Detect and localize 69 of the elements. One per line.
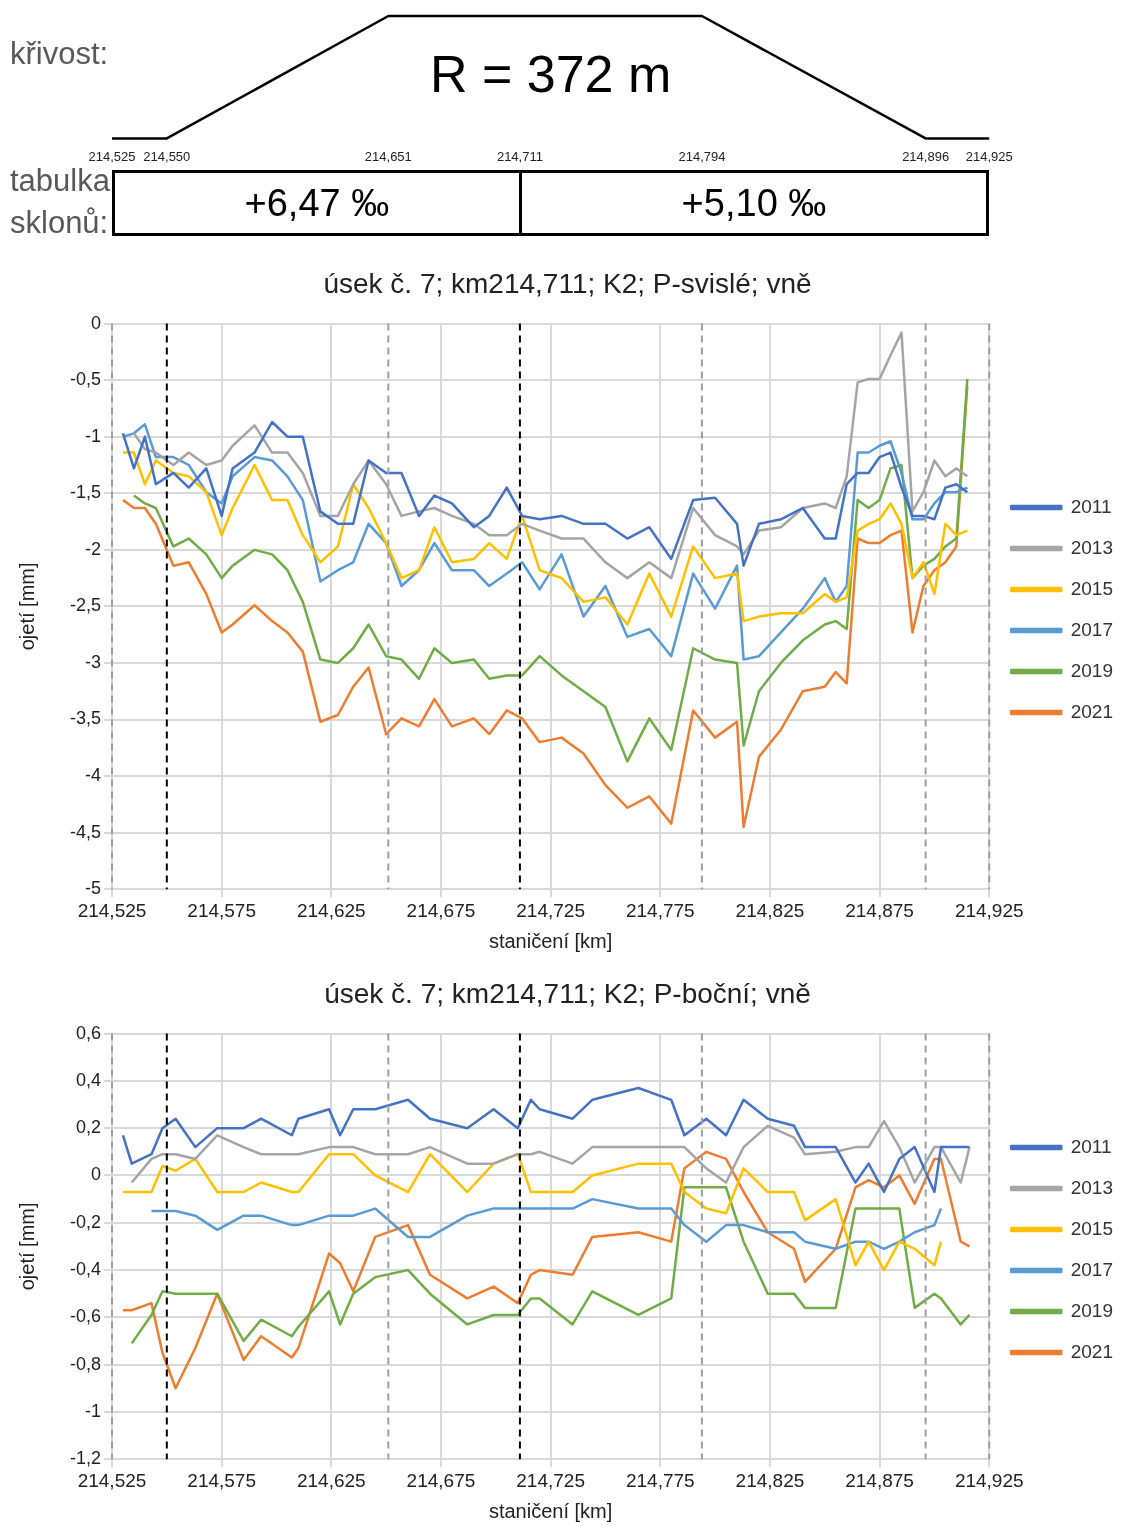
y-tick-label: -0,5 <box>69 369 101 390</box>
text: +6,47 ‰ <box>243 180 391 226</box>
x-tick-label: 214,896 <box>902 148 950 164</box>
y-tick-label: -0,2 <box>69 1211 101 1232</box>
y-tick-label: -1,5 <box>69 482 101 503</box>
y-tick-label: 0,2 <box>75 1117 101 1138</box>
legend-label: 2017 <box>1070 618 1114 640</box>
y-tick-label: -1 <box>84 1400 101 1421</box>
y-tick-label: -2,5 <box>69 595 101 616</box>
y-tick-label: 0 <box>90 312 101 333</box>
y-tick-label: -0,4 <box>69 1259 101 1280</box>
y-tick-label: -1,2 <box>69 1448 101 1469</box>
legend-label: 2013 <box>1070 1176 1114 1198</box>
legend-label: 2019 <box>1070 1299 1114 1321</box>
x-tick-label: 214,825 <box>735 1469 805 1491</box>
x-tick-label: 214,875 <box>845 899 914 921</box>
legend-label: 2019 <box>1070 659 1114 681</box>
x-tick-label: 214,794 <box>678 148 726 164</box>
text: tabulka sklonů: <box>10 163 111 242</box>
annotation: R = 372 m <box>429 44 672 103</box>
x-tick-label: 214,675 <box>406 899 476 921</box>
x-tick-label: 214,925 <box>954 1469 1024 1491</box>
y-tick-label: -4 <box>84 765 101 786</box>
y-tick-label: -0,6 <box>69 1306 101 1327</box>
x-tick-label: 214,550 <box>143 148 191 164</box>
y-tick-label: -5 <box>84 878 101 899</box>
y-tick-label: -1 <box>84 425 101 446</box>
x-tick-label: 214,825 <box>735 899 805 921</box>
x-tick-label: 214,675 <box>406 1469 476 1491</box>
x-tick-label: 214,775 <box>625 899 695 921</box>
x-tick-label: 214,925 <box>965 148 1013 164</box>
x-tick-label: 214,775 <box>625 1469 695 1491</box>
legend-label: 2015 <box>1070 1217 1114 1239</box>
y-tick-label: -3 <box>84 651 101 672</box>
x-tick-label: 214,625 <box>296 1469 366 1491</box>
legend-label: 2021 <box>1070 1340 1114 1362</box>
chart-title: úsek č. 7; km214,711; K2; P-svislé; vně <box>323 267 812 299</box>
y-tick-label: 0,6 <box>75 1022 101 1043</box>
legend-label: 2021 <box>1070 700 1114 722</box>
legend-label: 2017 <box>1070 1258 1114 1280</box>
x-tick-label: 214,525 <box>77 1469 147 1491</box>
x-axis-title: staničení [km] <box>488 929 613 952</box>
y-tick-label: -0,8 <box>69 1353 101 1374</box>
legend-label: 2011 <box>1070 495 1112 517</box>
legend-label: 2015 <box>1070 577 1114 599</box>
x-tick-label: 214,525 <box>77 899 147 921</box>
y-tick-label: -2 <box>84 538 101 559</box>
y-tick-label: 0,4 <box>75 1069 101 1090</box>
x-tick-label: 214,725 <box>516 899 585 921</box>
x-tick-label: 214,625 <box>296 899 366 921</box>
x-tick-label: 214,651 <box>364 148 412 164</box>
x-tick-label: 214,725 <box>516 1469 585 1491</box>
x-tick-label: 214,575 <box>187 899 256 921</box>
y-axis-title: ojetí [mm] <box>15 562 38 651</box>
legend-label: 2011 <box>1070 1135 1112 1157</box>
x-tick-label: 214,925 <box>954 899 1024 921</box>
x-tick-label: 214,875 <box>845 1469 914 1491</box>
y-tick-label: -4,5 <box>69 821 101 842</box>
y-axis-title: ojetí [mm] <box>15 1202 38 1291</box>
legend-label: 2013 <box>1070 536 1114 558</box>
y-tick-label: 0 <box>90 1164 101 1185</box>
x-tick-label: 214,525 <box>88 148 136 164</box>
x-axis-title: staničení [km] <box>488 1499 613 1522</box>
x-tick-label: 214,575 <box>187 1469 256 1491</box>
y-axis-title: křivost: <box>10 36 109 72</box>
chart-title: úsek č. 7; km214,711; K2; P-boční; vně <box>324 977 811 1009</box>
x-tick-label: 214,711 <box>496 148 543 164</box>
text: +5,10 ‰ <box>518 173 987 233</box>
y-tick-label: -3,5 <box>69 708 101 729</box>
